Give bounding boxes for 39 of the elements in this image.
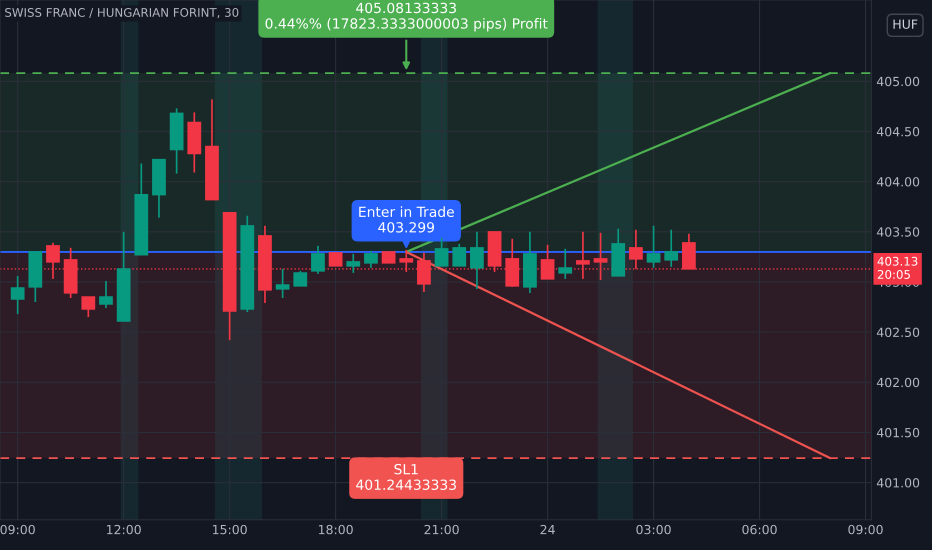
ref-line-label: Enter in Trade 403.299: [359, 206, 454, 233]
x-tick-label: 03:00: [636, 524, 671, 534]
ref-line-label: 403.13 20:05: [878, 256, 918, 279]
y-tick-label: 402.00: [876, 378, 920, 388]
x-tick-label: 24: [540, 524, 555, 534]
x-tick-label: 09:00: [848, 524, 883, 534]
y-tick-label: 402.50: [876, 328, 920, 338]
y-tick-label: 401.00: [876, 478, 920, 488]
ref-line-label: 405.08133333 0.44%% (17823.3333000003 pips) Profit: [266, 2, 548, 32]
y-tick-label: 404.50: [876, 126, 920, 136]
candlestick: [293, 270, 308, 287]
y-tick-label: 403.50: [876, 227, 920, 237]
candlestick: [10, 275, 25, 315]
ref-line-label: SL1 401.24433333: [356, 464, 456, 490]
x-tick-label: 06:00: [742, 524, 777, 534]
x-tick-label: 12:00: [107, 524, 141, 534]
x-tick-label: 21:00: [424, 524, 459, 534]
x-tick-label: 18:00: [318, 524, 353, 534]
candlestick: [470, 230, 484, 290]
x-tick-label: 15:00: [212, 524, 247, 534]
candlestick: [558, 248, 572, 280]
candlestick: [99, 280, 113, 309]
candlestick: [664, 228, 678, 268]
candlestick: [364, 250, 378, 269]
candlestick: [594, 232, 608, 281]
candlestick: [81, 296, 96, 318]
y-tick-label: 405.00: [876, 76, 920, 86]
y-tick-label: 401.50: [876, 428, 920, 438]
x-tick-label: 09:00: [0, 524, 35, 534]
candlestick: [346, 253, 360, 274]
text: HUF: [894, 20, 918, 29]
text: SWISS FRANC / HUNGARIAN FORINT, 30: [5, 8, 238, 18]
candlestick: [276, 268, 290, 299]
y-tick-label: 404.00: [876, 177, 920, 187]
candlestick: [311, 244, 325, 275]
candlestick: [382, 251, 396, 264]
candlestick: [434, 236, 448, 267]
candlestick: [452, 242, 466, 267]
candlestick: [646, 224, 660, 269]
